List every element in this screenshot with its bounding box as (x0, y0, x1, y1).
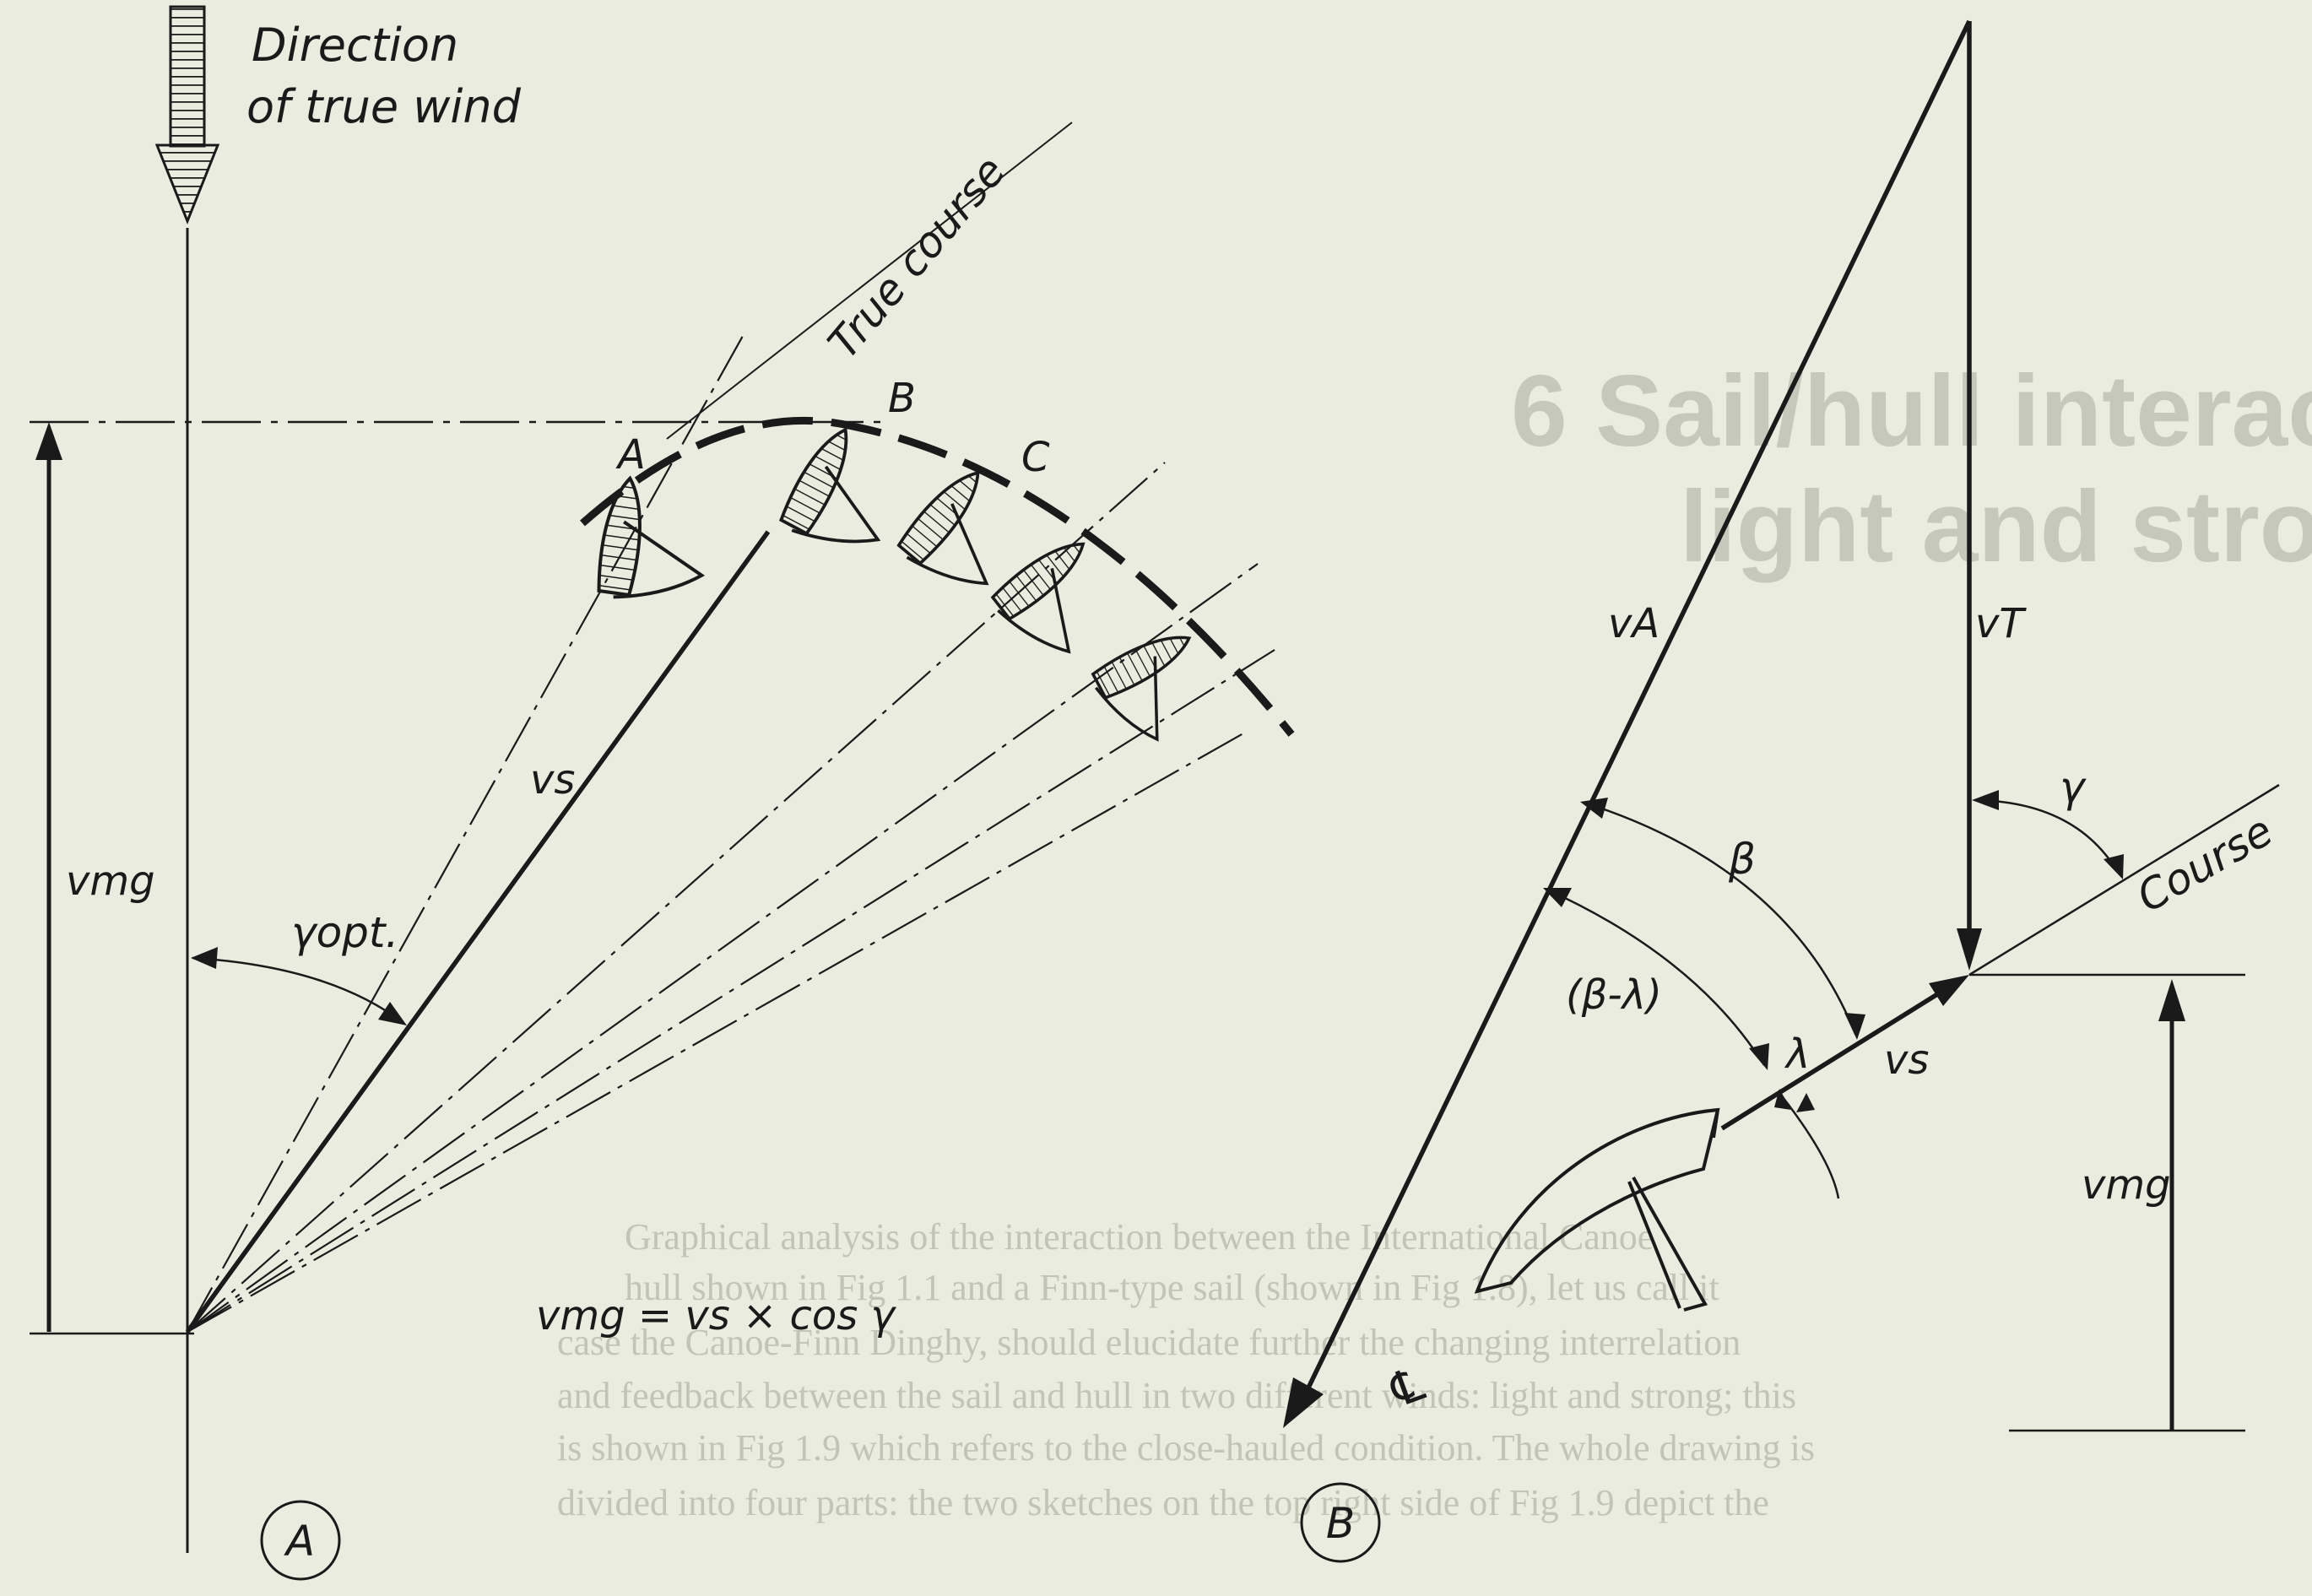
bleed-para-4: and feedback between the sail and hull i… (557, 1375, 1796, 1416)
va-arrowhead (1283, 1377, 1324, 1428)
course-rays (187, 335, 1275, 1333)
true-course-label: True course (819, 147, 1015, 368)
lambda-label: λ (1784, 1031, 1810, 1078)
beta-arc (1580, 798, 1865, 1040)
bleed-para-6: divided into four parts: the two sketche… (557, 1482, 1769, 1523)
vmg-label-b: vmg (2082, 1161, 2171, 1209)
wind-label-line2: of true wind (246, 80, 522, 133)
gamma-arc (1972, 790, 2124, 879)
panel-b-label: B (1326, 1499, 1355, 1548)
boat-b-hull (1474, 1107, 1720, 1312)
point-a-label: A (615, 431, 646, 479)
vmg-arrow-b (2158, 979, 2185, 1431)
bleed-heading-1: 6 Sail/hull interaction in (1511, 354, 2312, 468)
vs-vector-b (1720, 989, 1943, 1131)
lambda-arc (1774, 1089, 1840, 1199)
wind-label-line1: Direction (252, 19, 458, 72)
beta-lambda-label: (β-λ) (1566, 971, 1662, 1019)
vmg-label-a: vmg (66, 858, 155, 905)
panel-a-label: A (284, 1517, 315, 1566)
beta-label: β (1728, 835, 1756, 884)
vs-vector-a (185, 530, 771, 1334)
point-c-label: C (1021, 434, 1050, 481)
bleed-para-2: hull shown in Fig 1.1 and a Finn-type sa… (625, 1267, 1719, 1308)
wind-arrow (154, 5, 220, 225)
true-course-line (666, 122, 1073, 440)
bleed-through: 6 Sail/hull interaction in light and str… (557, 354, 2312, 1523)
va-vector (1297, 19, 1972, 1407)
bleed-para-3: case the Canoe-Finn Dinghy, should eluci… (557, 1322, 1741, 1363)
vmg-arrow-a (35, 422, 62, 1332)
gamma-opt-label: γopt. (291, 908, 398, 957)
beta-lambda-arc (1543, 888, 1769, 1070)
va-label: vA (1608, 600, 1660, 647)
panel-b-circle (1300, 1482, 1381, 1563)
vs-arrowhead-b (1929, 975, 1969, 1006)
vt-arrowhead (1957, 928, 1982, 971)
gamma-label: γ (2060, 763, 2087, 812)
polar-curve (580, 416, 1295, 737)
gamma-opt-arc (191, 947, 407, 1025)
bleed-para-1: Graphical analysis of the interaction be… (625, 1216, 1654, 1258)
boat-b (775, 419, 918, 570)
vs-label-b: vs (1884, 1036, 1929, 1084)
vs-label-a: vs (530, 756, 575, 803)
panel-a-circle (260, 1500, 341, 1581)
boat-c3 (1086, 622, 1226, 755)
bleed-heading-2: light and strong winds (1680, 470, 2312, 583)
vmg-formula: vmg = vs × cos γ (536, 1292, 897, 1339)
bleed-para-5: is shown in Fig 1.9 which refers to the … (557, 1427, 1815, 1469)
course-line (1968, 783, 2280, 977)
point-b-label: B (888, 375, 916, 422)
vt-label: vT (1975, 600, 2027, 647)
